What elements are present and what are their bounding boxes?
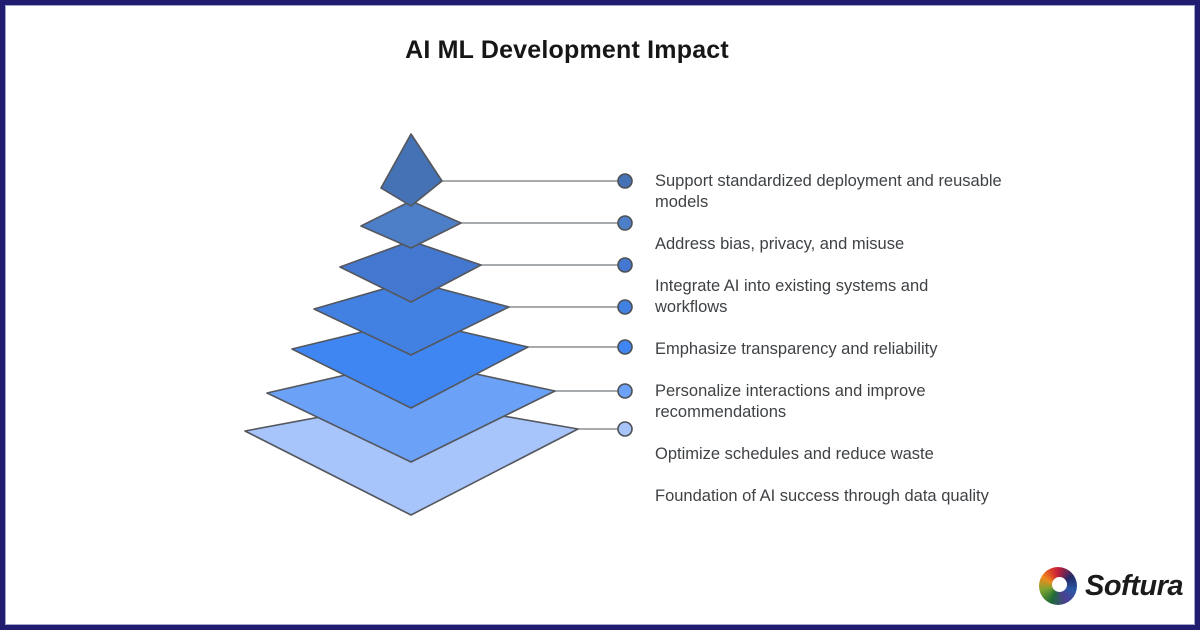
pyramid-diagram xyxy=(244,133,633,516)
swirl-hole xyxy=(1052,577,1067,592)
layer-label-7: Foundation of AI success through data qu… xyxy=(655,487,989,505)
layer-label-5: Personalize interactions and improve rec… xyxy=(655,382,926,421)
softura-logo-text: Softura xyxy=(1085,569,1184,602)
layer-label-3: Integrate AI into existing systems and w… xyxy=(655,277,929,316)
labels-column: Support standardized deployment and reus… xyxy=(655,171,1040,528)
page-title: AI ML Development Impact xyxy=(405,36,729,64)
connector-dot-5 xyxy=(617,339,633,355)
pyramid-layer-4 xyxy=(313,280,510,356)
pyramid-layer-1 xyxy=(380,133,443,207)
connector-dot-2 xyxy=(617,215,633,231)
pyramid-layer-5 xyxy=(291,319,529,409)
layer-label-1: Support standardized deployment and reus… xyxy=(655,172,1002,211)
connector-dot-3 xyxy=(617,257,633,273)
connector-dot-4 xyxy=(617,299,633,315)
layer-label-4: Emphasize transparency and reliability xyxy=(655,340,938,358)
connector-dot-7 xyxy=(617,421,633,437)
softura-swirl-icon xyxy=(1039,567,1077,605)
softura-logo: Softura xyxy=(1039,566,1184,606)
layer-label-6: Optimize schedules and reduce waste xyxy=(655,445,934,463)
layer-label-2: Address bias, privacy, and misuse xyxy=(655,235,905,253)
pyramid-layer-6 xyxy=(266,359,556,463)
pyramid-layer-3 xyxy=(339,240,482,303)
pyramid-layer-2 xyxy=(360,200,462,249)
connector-dot-1 xyxy=(617,173,633,189)
connector-dot-6 xyxy=(617,383,633,399)
